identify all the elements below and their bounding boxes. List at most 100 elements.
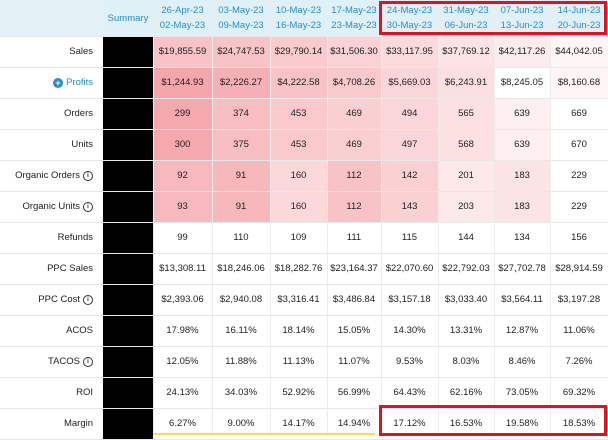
cell-value: 69.32% bbox=[562, 387, 596, 398]
cell-value: $33,117.95 bbox=[386, 46, 433, 57]
summary-header[interactable]: Summary bbox=[103, 0, 153, 36]
column-divider bbox=[212, 0, 213, 436]
week-header-6[interactable]: 31-May-23 06-Jun-23 bbox=[438, 0, 494, 36]
cell-value: $2,940.08 bbox=[219, 294, 263, 305]
cell-value: $3,197.28 bbox=[557, 294, 601, 305]
week-end-date: 23-May-23 bbox=[331, 20, 377, 31]
cell-value: 469 bbox=[346, 108, 362, 119]
cell-value: 12.87% bbox=[505, 325, 539, 336]
cell-value: $6,243.91 bbox=[444, 77, 488, 88]
cell-value: 156 bbox=[571, 232, 587, 243]
value-cell: 11.07% bbox=[327, 346, 381, 377]
value-cell: 156 bbox=[550, 222, 608, 253]
cell-value: 453 bbox=[290, 139, 307, 150]
value-cell: 92 bbox=[153, 160, 212, 191]
value-cell: 12.05% bbox=[153, 346, 212, 377]
week-header-1[interactable]: 26-Apr-23 02-May-23 bbox=[153, 0, 212, 36]
margin-highlight-box bbox=[379, 405, 607, 436]
value-cell: 112 bbox=[327, 160, 381, 191]
info-circle-icon[interactable]: i bbox=[83, 201, 93, 212]
value-cell: 160 bbox=[270, 160, 327, 191]
value-cell: 497 bbox=[381, 129, 438, 160]
value-cell: 112 bbox=[327, 191, 381, 222]
cell-value: 112 bbox=[346, 201, 362, 212]
cell-value: 453 bbox=[290, 108, 307, 119]
value-cell: $27,702.78 bbox=[494, 253, 550, 284]
value-cell: $2,940.08 bbox=[212, 284, 270, 315]
row-divider bbox=[0, 98, 608, 99]
cell-value: 13.31% bbox=[449, 325, 483, 336]
summary-cell bbox=[103, 222, 153, 253]
column-divider bbox=[494, 0, 495, 436]
cell-value: 201 bbox=[458, 170, 474, 181]
row-label-ppc-sales: PPC Sales bbox=[0, 253, 103, 284]
value-cell: 11.13% bbox=[270, 346, 327, 377]
value-cell: 52.92% bbox=[270, 377, 327, 408]
cell-value: 91 bbox=[235, 170, 247, 181]
value-cell: 11.88% bbox=[212, 346, 270, 377]
value-cell: 375 bbox=[212, 129, 270, 160]
week-header-8[interactable]: 14-Jun-23 20-Jun-23 bbox=[550, 0, 608, 36]
value-cell: 110 bbox=[212, 222, 270, 253]
cell-value: 18.53% bbox=[562, 418, 596, 429]
header-label-column bbox=[0, 0, 103, 36]
value-cell: 16.11% bbox=[212, 315, 270, 346]
info-circle-icon[interactable]: i bbox=[83, 170, 93, 181]
week-header-5[interactable]: 24-May-23 30-May-23 bbox=[381, 0, 438, 36]
cell-value: 91 bbox=[235, 201, 247, 212]
cell-value: 568 bbox=[458, 139, 474, 150]
week-start-date: 03-May-23 bbox=[218, 5, 264, 16]
info-circle-icon[interactable]: i bbox=[83, 356, 93, 367]
column-divider bbox=[381, 0, 382, 436]
cell-value: 134 bbox=[514, 232, 530, 243]
summary-cell bbox=[103, 377, 153, 408]
value-cell: 201 bbox=[438, 160, 494, 191]
summary-cell bbox=[103, 98, 153, 129]
row-label-units: Units bbox=[0, 129, 103, 160]
row-label-text: Refunds bbox=[57, 232, 93, 243]
cell-value: $28,914.59 bbox=[555, 263, 603, 274]
value-cell: $4,708.26 bbox=[327, 67, 381, 98]
week-start-date: 07-Jun-23 bbox=[500, 5, 544, 16]
week-header-4[interactable]: 17-May-23 23-May-23 bbox=[327, 0, 381, 36]
week-header-2[interactable]: 03-May-23 09-May-23 bbox=[212, 0, 270, 36]
cell-value: 670 bbox=[571, 139, 587, 150]
row-label-ppc-cost: PPC Cost i bbox=[0, 284, 103, 315]
week-start-date: 14-Jun-23 bbox=[557, 5, 601, 16]
cell-value: 8.03% bbox=[452, 356, 480, 367]
value-cell: 62.16% bbox=[438, 377, 494, 408]
info-circle-icon[interactable]: i bbox=[83, 294, 93, 305]
row-label-text: Orders bbox=[63, 108, 93, 119]
cell-value: $2,226.27 bbox=[219, 77, 263, 88]
value-cell: 91 bbox=[212, 191, 270, 222]
value-cell: 229 bbox=[550, 191, 608, 222]
row-divider bbox=[0, 284, 608, 285]
cell-value: 18.14% bbox=[282, 325, 315, 336]
cell-value: 11.06% bbox=[563, 325, 595, 336]
row-label-text: Sales bbox=[69, 46, 93, 57]
cell-value: 11.88% bbox=[225, 356, 257, 367]
plus-circle-icon[interactable]: + bbox=[53, 77, 64, 88]
column-divider bbox=[438, 0, 439, 436]
cell-value: 56.99% bbox=[337, 387, 371, 398]
cell-value: 142 bbox=[401, 170, 418, 181]
cell-value: 99 bbox=[177, 232, 188, 243]
cell-value: $37,769.12 bbox=[442, 46, 490, 57]
row-divider bbox=[0, 346, 608, 347]
week-header-7[interactable]: 07-Jun-23 13-Jun-23 bbox=[494, 0, 550, 36]
cell-value: 14.30% bbox=[393, 325, 426, 336]
cell-value: $1,244.93 bbox=[161, 77, 204, 88]
row-label-text: Organic Units bbox=[22, 201, 80, 212]
cell-value: 160 bbox=[290, 170, 307, 181]
selection-underline bbox=[153, 433, 375, 435]
row-divider bbox=[0, 67, 608, 68]
row-divider bbox=[0, 253, 608, 254]
row-label-profits[interactable]: + Profits bbox=[0, 67, 103, 98]
value-cell: 143 bbox=[381, 191, 438, 222]
week-header-3[interactable]: 10-May-23 16-May-23 bbox=[270, 0, 327, 36]
value-cell: 183 bbox=[494, 191, 550, 222]
value-cell: 15.05% bbox=[327, 315, 381, 346]
row-divider bbox=[0, 129, 608, 130]
row-divider bbox=[0, 191, 608, 192]
